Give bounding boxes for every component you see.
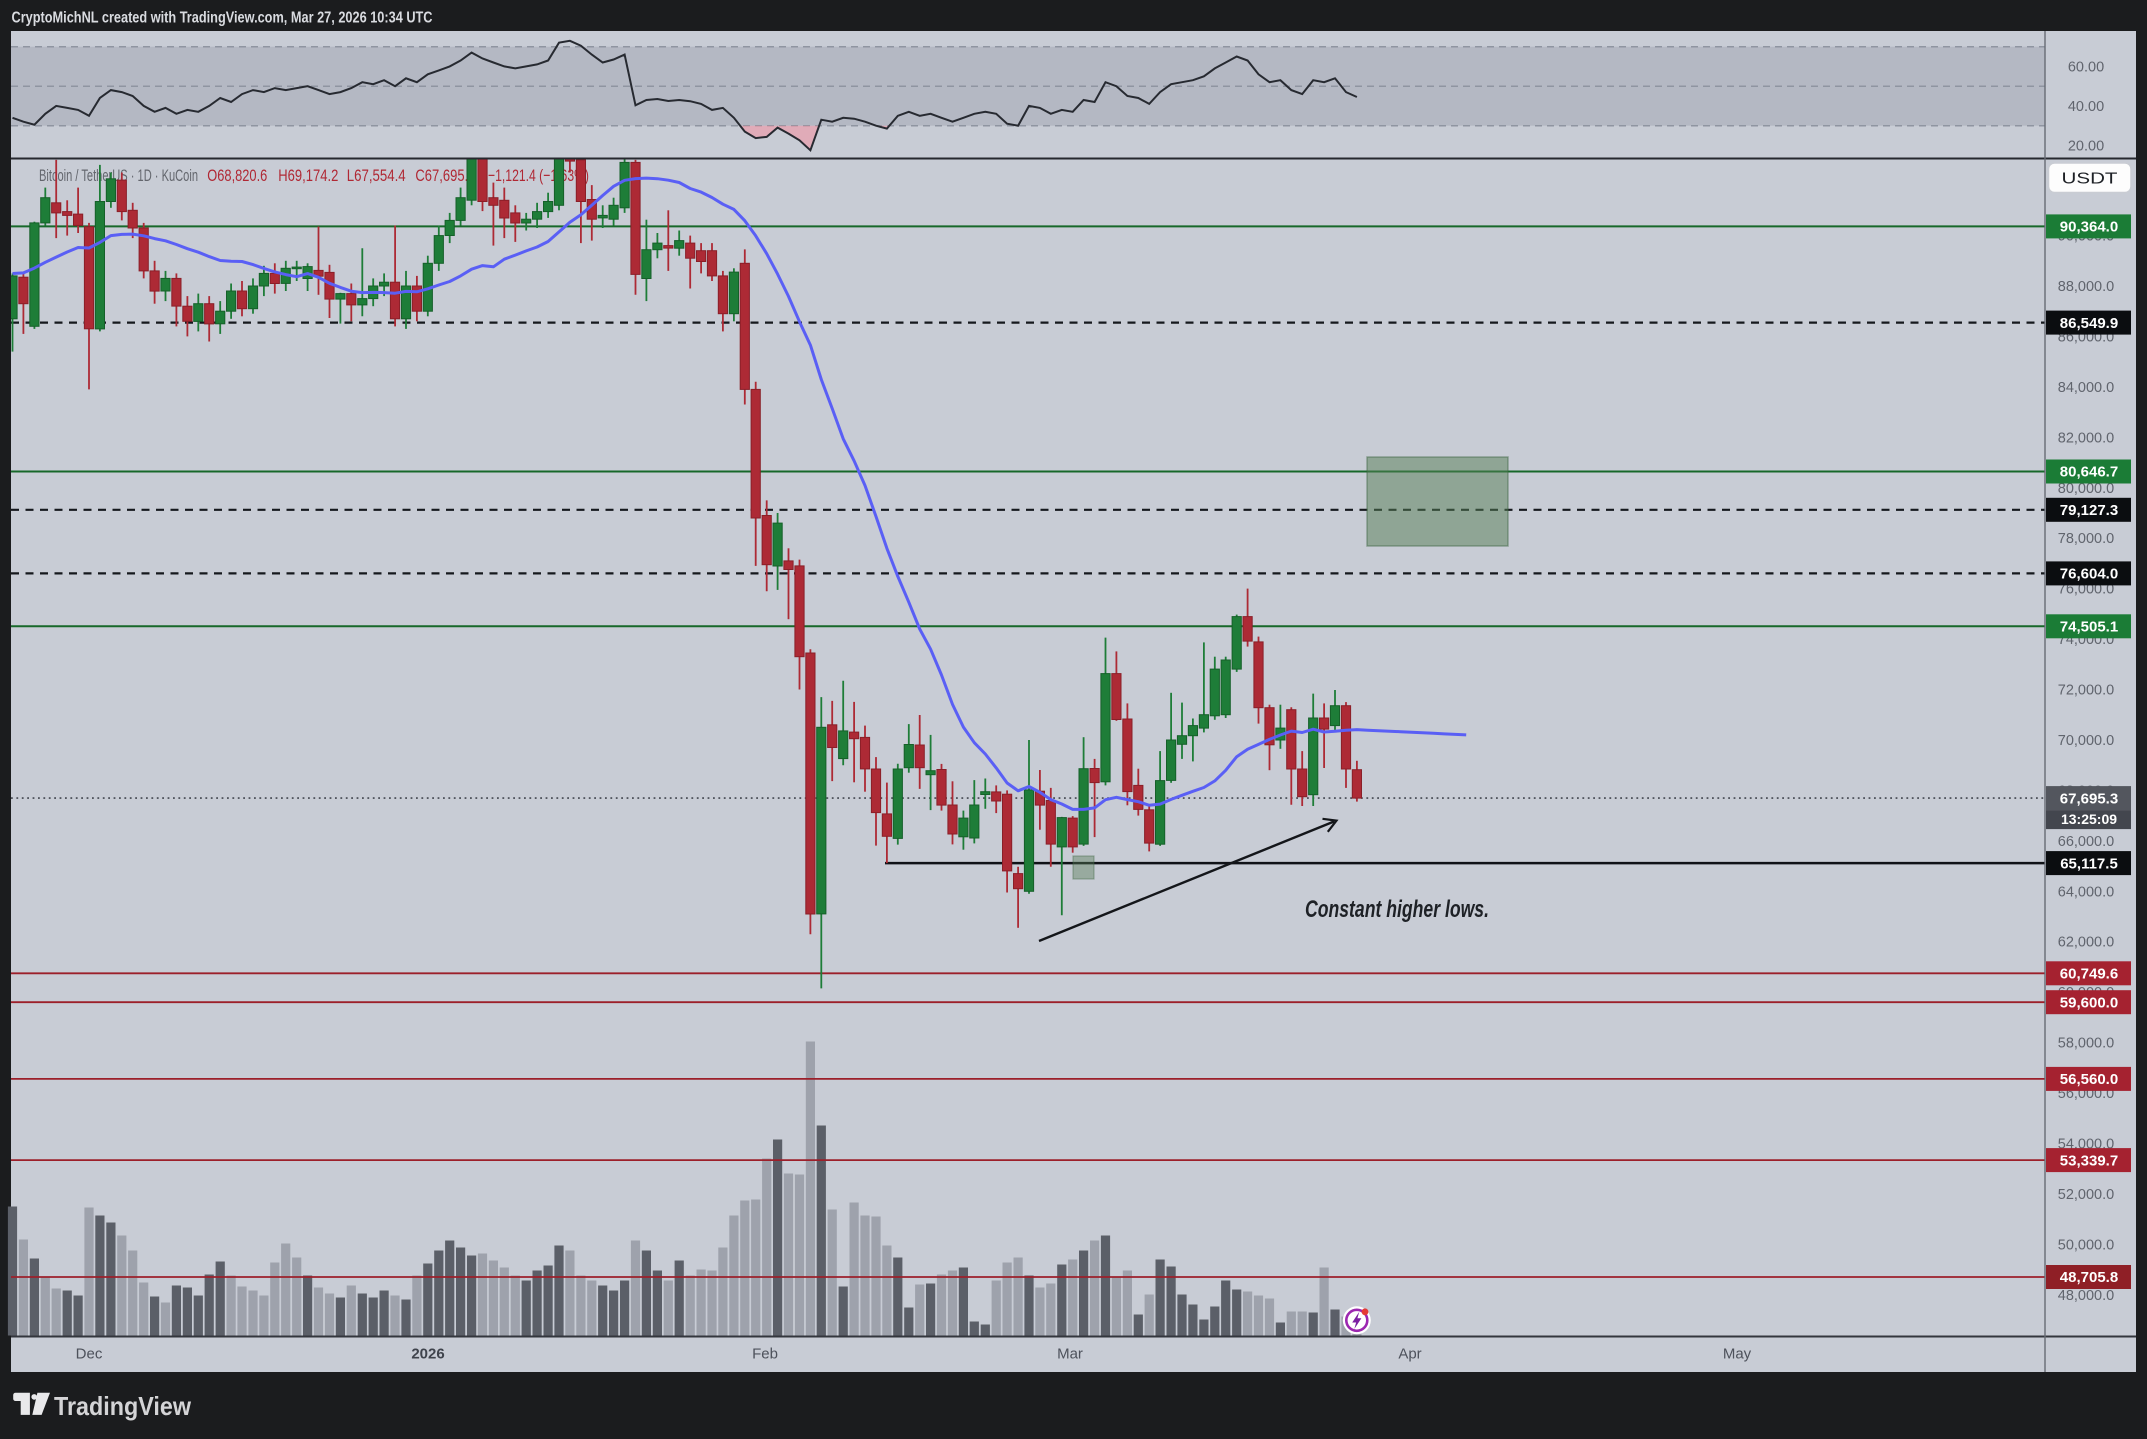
svg-text:−1,121.4 (−1.63%): −1,121.4 (−1.63%) (488, 166, 589, 185)
svg-text:80,000.0: 80,000.0 (2058, 481, 2114, 497)
svg-text:70,000.0: 70,000.0 (2058, 733, 2114, 749)
svg-text:Apr: Apr (1398, 1346, 1421, 1363)
svg-text:64,000.0: 64,000.0 (2058, 884, 2114, 900)
svg-text:48,705.8: 48,705.8 (2060, 1269, 2118, 1286)
svg-text:TradingView: TradingView (54, 1391, 192, 1421)
svg-text:65,117.5: 65,117.5 (2060, 855, 2118, 872)
svg-text:78,000.0: 78,000.0 (2058, 531, 2114, 547)
svg-text:O68,820.6: O68,820.6 (207, 166, 267, 185)
svg-text:13:25:09: 13:25:09 (2061, 811, 2117, 827)
svg-text:88,000.0: 88,000.0 (2058, 279, 2114, 295)
svg-text:76,604.0: 76,604.0 (2060, 566, 2118, 583)
svg-text:20.00: 20.00 (2068, 138, 2104, 154)
svg-text:56,560.0: 56,560.0 (2060, 1071, 2118, 1088)
svg-text:59,600.0: 59,600.0 (2060, 994, 2118, 1011)
svg-text:40.00: 40.00 (2068, 99, 2104, 115)
svg-text:USDT: USDT (2062, 171, 2119, 188)
svg-text:67,695.3: 67,695.3 (2060, 790, 2118, 807)
svg-text:Constant higher lows.: Constant higher lows. (1305, 896, 1489, 923)
svg-text:2026: 2026 (411, 1346, 444, 1363)
svg-text:82,000.0: 82,000.0 (2058, 430, 2114, 446)
svg-text:72,000.0: 72,000.0 (2058, 683, 2114, 699)
svg-text:80,646.7: 80,646.7 (2060, 464, 2118, 481)
svg-text:66,000.0: 66,000.0 (2058, 834, 2114, 850)
svg-text:58,000.0: 58,000.0 (2058, 1036, 2114, 1052)
svg-text:CryptoMichNL created with Trad: CryptoMichNL created with TradingView.co… (12, 10, 433, 27)
svg-text:C67,695.3: C67,695.3 (415, 166, 475, 185)
svg-text:60.00: 60.00 (2068, 59, 2104, 75)
svg-text:48,000.0: 48,000.0 (2058, 1288, 2114, 1304)
svg-text:84,000.0: 84,000.0 (2058, 380, 2114, 396)
svg-text:53,339.7: 53,339.7 (2060, 1152, 2118, 1169)
svg-text:52,000.0: 52,000.0 (2058, 1187, 2114, 1203)
svg-text:L67,554.4: L67,554.4 (347, 166, 406, 185)
svg-text:Bitcoin / TetherUS · 1D · KuCo: Bitcoin / TetherUS · 1D · KuCoin (39, 166, 198, 185)
svg-text:H69,174.2: H69,174.2 (278, 166, 338, 185)
svg-text:Feb: Feb (752, 1346, 778, 1363)
svg-text:62,000.0: 62,000.0 (2058, 935, 2114, 951)
svg-text:50,000.0: 50,000.0 (2058, 1237, 2114, 1253)
svg-text:90,364.0: 90,364.0 (2060, 219, 2118, 236)
svg-text:86,549.9: 86,549.9 (2060, 315, 2118, 332)
svg-text:76,000.0: 76,000.0 (2058, 582, 2114, 598)
svg-text:May: May (1723, 1346, 1752, 1363)
svg-text:Dec: Dec (76, 1346, 103, 1363)
svg-text:60,749.6: 60,749.6 (2060, 966, 2118, 983)
svg-text:79,127.3: 79,127.3 (2060, 502, 2118, 519)
svg-text:Mar: Mar (1057, 1346, 1083, 1363)
svg-text:74,505.1: 74,505.1 (2060, 619, 2118, 636)
